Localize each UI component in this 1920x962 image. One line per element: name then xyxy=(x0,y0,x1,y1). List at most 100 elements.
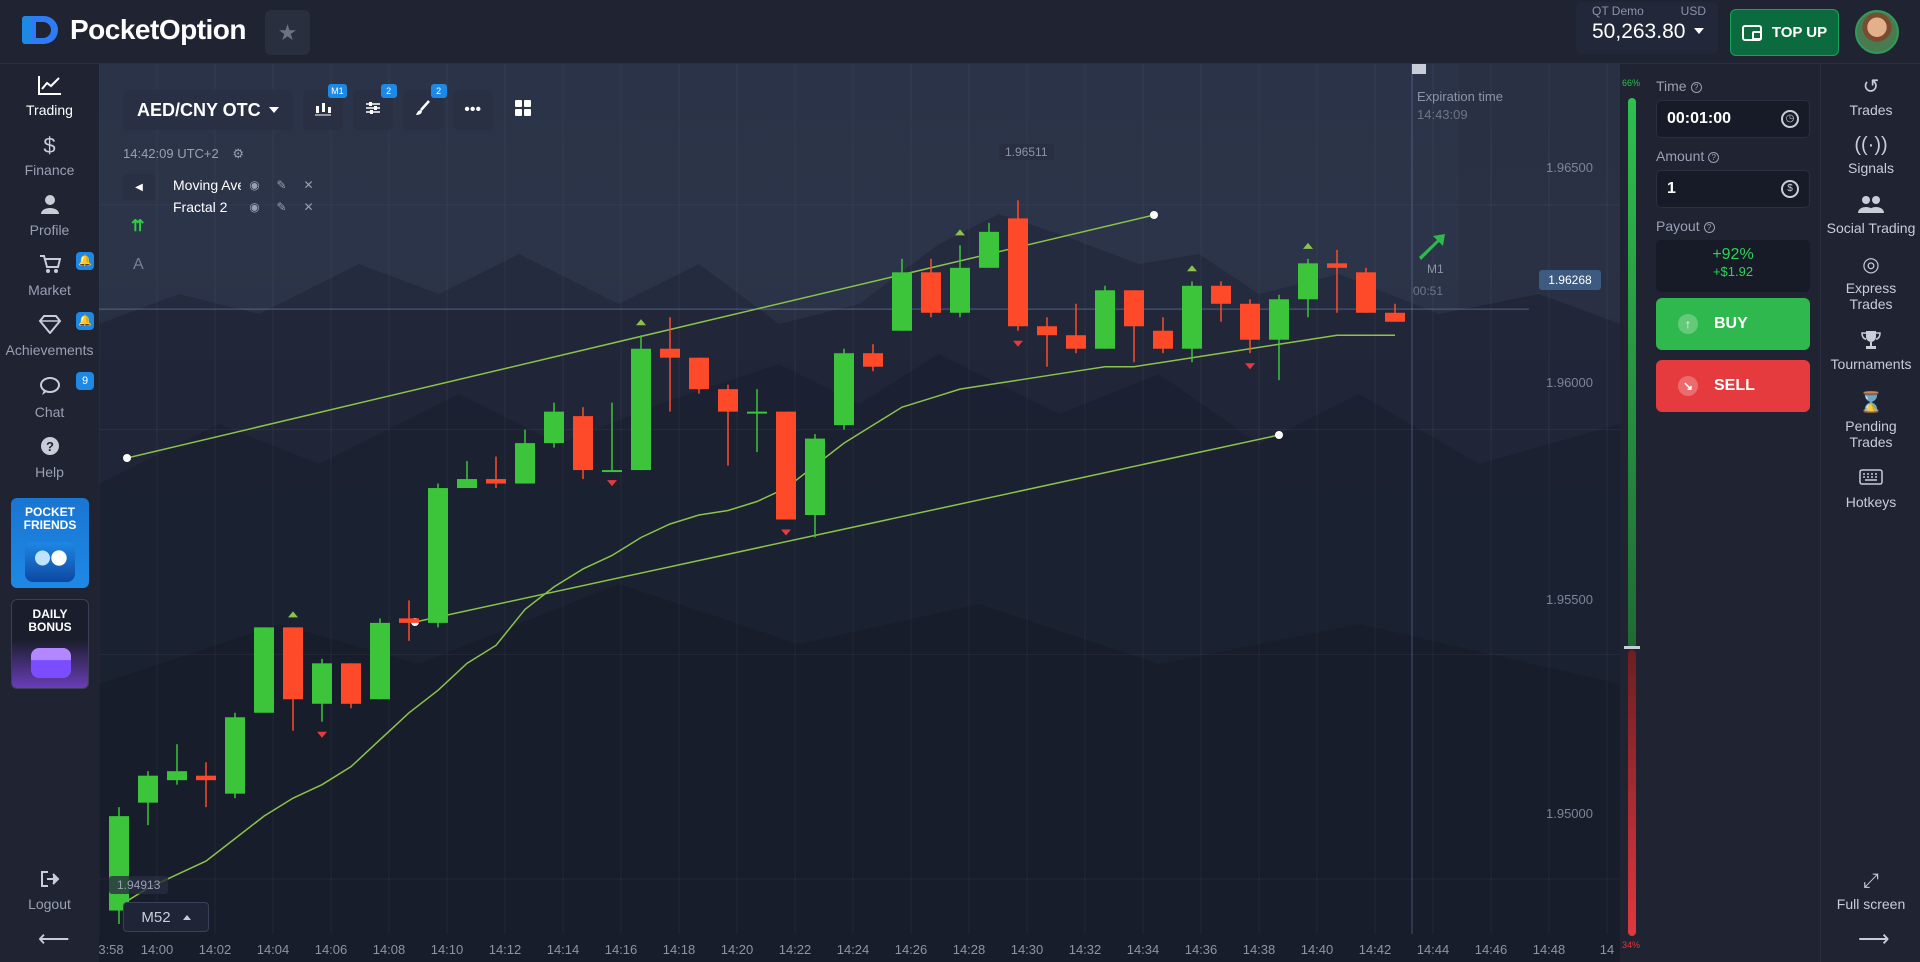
high-price-label: 1.96511 xyxy=(999,144,1054,160)
drawings-button[interactable]: 2 xyxy=(402,84,447,130)
candle-down xyxy=(689,357,709,390)
signal-icon: ((·)) xyxy=(1854,134,1888,156)
avatar[interactable] xyxy=(1855,10,1899,54)
friends-illustration xyxy=(25,542,75,582)
pencil-icon[interactable]: ✎ xyxy=(276,200,287,214)
sell-sentiment-pct: 34% xyxy=(1622,940,1641,950)
help-icon[interactable]: ? xyxy=(1703,222,1715,233)
eye-icon[interactable]: ◉ xyxy=(249,178,260,192)
help-icon[interactable]: ? xyxy=(1690,82,1702,93)
arrow-down-right-icon: ↘ xyxy=(1678,376,1698,396)
time-axis-tick: 14:42 xyxy=(1358,942,1392,957)
top-up-button[interactable]: TOP UP xyxy=(1730,9,1839,56)
daily-bonus-promo[interactable]: DAILY BONUS xyxy=(11,599,89,689)
candle-down xyxy=(1066,335,1086,349)
time-label-text: Time xyxy=(1656,78,1687,94)
collapse-right-arrow-icon[interactable]: ⟶ xyxy=(1858,926,1890,951)
time-axis-tick: 14:26 xyxy=(894,942,928,957)
buy-button[interactable]: ↑ BUY xyxy=(1656,298,1810,350)
amount-value: 1 xyxy=(1667,180,1676,197)
help-icon[interactable]: ? xyxy=(1708,152,1720,163)
time-axis-tick: 14:00 xyxy=(140,942,174,957)
time-axis-tick: 14:10 xyxy=(430,942,464,957)
trend-line-handle xyxy=(1275,431,1283,439)
nav-achievements[interactable]: Achievements 🔔 xyxy=(0,312,99,358)
hourglass-icon: ⌛ xyxy=(1858,392,1884,414)
fullscreen-button[interactable]: ⤢ Full screen xyxy=(1821,870,1920,912)
nav-label: Market xyxy=(28,282,71,298)
nav-trading[interactable]: Trading xyxy=(0,74,99,118)
candle-down xyxy=(573,416,593,471)
sell-sentiment-fill xyxy=(1628,650,1636,936)
candle-up xyxy=(979,231,999,268)
time-axis-tick: 14:02 xyxy=(198,942,232,957)
keyboard-icon xyxy=(1821,468,1920,490)
settings-gear-icon[interactable]: ⚙ xyxy=(232,146,245,161)
timeframe-select[interactable]: M52 xyxy=(123,902,209,932)
close-icon[interactable]: ✕ xyxy=(303,178,314,192)
payout-amount: +$1.92 xyxy=(1712,264,1754,279)
nav-market[interactable]: Market 🔔 xyxy=(0,252,99,298)
candle-down xyxy=(1356,272,1376,313)
nav-profile[interactable]: Profile xyxy=(0,194,99,238)
candle-up xyxy=(1182,285,1202,349)
close-icon[interactable]: ✕ xyxy=(303,200,314,214)
trend-arrows-icon[interactable]: ⇈ xyxy=(131,218,145,235)
candle-down xyxy=(921,272,941,313)
nav-tournaments[interactable]: Tournaments xyxy=(1821,330,1920,372)
candle-down xyxy=(1124,290,1144,327)
candle-down xyxy=(863,353,883,367)
time-axis-tick: 14:18 xyxy=(662,942,696,957)
logout-button[interactable]: Logout xyxy=(0,870,99,912)
collapse-sidebar-arrow-icon[interactable]: ⟵ xyxy=(38,926,70,951)
right-sidebar: ↺ Trades ((·)) Signals Social Trading ◎ Exp… xyxy=(1820,64,1920,962)
brush-icon xyxy=(415,99,431,121)
nav-chat[interactable]: Chat 9 xyxy=(0,372,99,420)
more-options-button[interactable]: ••• xyxy=(452,90,493,130)
nav-hotkeys[interactable]: Hotkeys xyxy=(1821,468,1920,510)
history-icon: ↺ xyxy=(1862,76,1880,98)
layout-grid-button[interactable] xyxy=(503,90,543,130)
account-type: QT Demo xyxy=(1592,4,1644,18)
fractal-up-arrow-icon xyxy=(1303,242,1313,249)
nav-social-trading[interactable]: Social Trading xyxy=(1821,194,1920,236)
candle-up xyxy=(805,438,825,516)
nav-help[interactable]: ? Help xyxy=(0,436,99,480)
pencil-icon[interactable]: ✎ xyxy=(276,178,287,192)
nav-express-trades[interactable]: ◎ Express Trades xyxy=(1821,254,1920,312)
time-field[interactable]: 00:01:00 ◷ xyxy=(1656,100,1810,138)
text-tool-button[interactable]: A xyxy=(133,256,144,273)
candle-up xyxy=(1269,299,1289,340)
time-axis-tick: 14:24 xyxy=(836,942,870,957)
candle-up xyxy=(109,816,129,911)
asset-pair-selector[interactable]: AED/CNY OTC xyxy=(123,90,293,130)
brand-name: PocketOption xyxy=(70,14,247,45)
price-axis-tick: 1.96500 xyxy=(1546,160,1593,175)
nav-label: Express Trades xyxy=(1845,280,1897,312)
eye-icon[interactable]: ◉ xyxy=(249,200,260,214)
amount-field[interactable]: 1 $ xyxy=(1656,170,1810,208)
brand-logo[interactable]: PocketOption xyxy=(22,14,247,46)
candle-up xyxy=(892,272,912,331)
collapse-indicators-button[interactable]: ◀ xyxy=(123,174,155,200)
time-axis-tick: 14:28 xyxy=(952,942,986,957)
chart-type-button[interactable]: M1 xyxy=(302,84,347,130)
favorites-star-button[interactable]: ★ xyxy=(265,10,310,55)
candle-up xyxy=(138,775,158,803)
sell-button[interactable]: ↘ SELL xyxy=(1656,360,1810,412)
nav-signals[interactable]: ((·)) Signals xyxy=(1821,134,1920,176)
pocket-friends-promo[interactable]: POCKET FRIENDS xyxy=(11,498,89,588)
trade-panel: Time? 00:01:00 ◷ Amount? 1 $ Payout? +92… xyxy=(1646,64,1820,962)
promo-title: DAILY BONUS xyxy=(28,607,72,634)
price-chart[interactable]: AED/CNY OTC M1 2 2 ••• xyxy=(99,64,1620,962)
nav-pending-trades[interactable]: ⌛ Pending Trades xyxy=(1821,392,1920,450)
time-axis-tick: 14:32 xyxy=(1068,942,1102,957)
indicator-count-badge: 2 xyxy=(380,84,397,98)
account-balance-selector[interactable]: QT Demo USD 50,263.80 xyxy=(1576,2,1718,54)
nav-trades[interactable]: ↺ Trades xyxy=(1821,76,1920,118)
candle-up xyxy=(370,622,390,700)
candle-up xyxy=(950,267,970,313)
notification-bell-icon: 🔔 xyxy=(76,252,94,270)
nav-finance[interactable]: $ Finance xyxy=(0,134,99,179)
indicators-button[interactable]: 2 xyxy=(352,84,397,130)
